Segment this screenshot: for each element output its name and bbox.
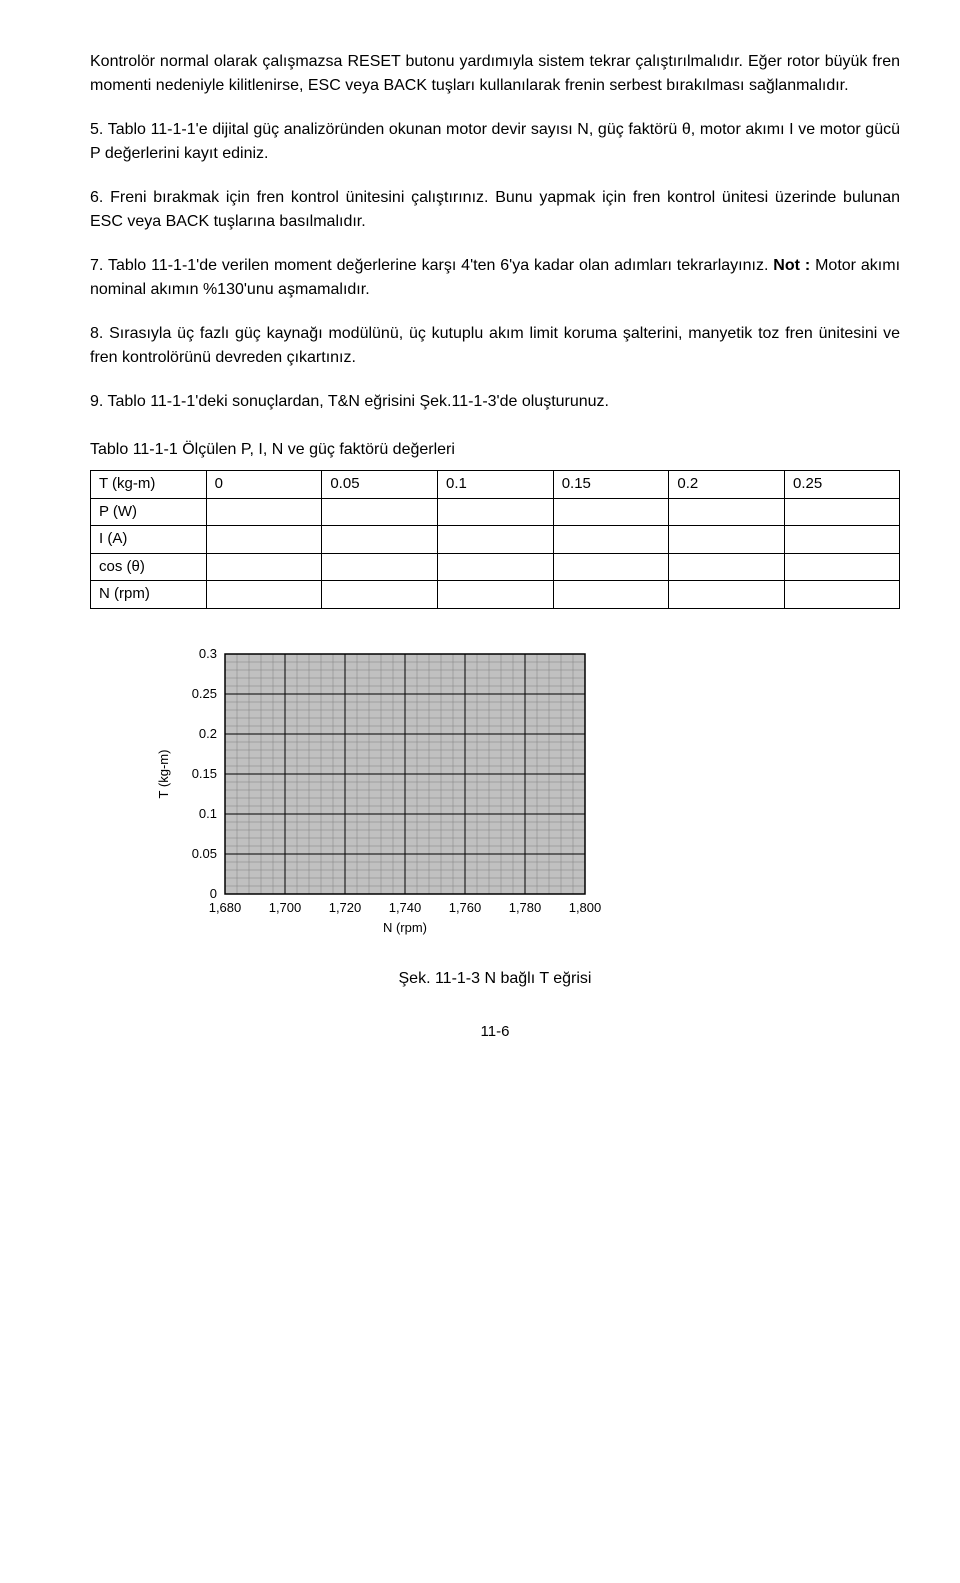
svg-text:0: 0 [210, 886, 217, 901]
table-row: I (A) [91, 526, 900, 554]
svg-text:0.3: 0.3 [199, 646, 217, 661]
paragraph-step-8: 8. Sırasıyla üç fazlı güç kaynağı modülü… [90, 322, 900, 370]
page-number: 11-6 [90, 1021, 900, 1044]
table-cell: 0.15 [553, 471, 669, 499]
table-cell [785, 526, 900, 554]
svg-text:1,760: 1,760 [449, 900, 482, 915]
step-7-text-a: 7. Tablo 11-1-1'de verilen moment değerl… [90, 257, 773, 274]
row-label: P (W) [91, 498, 207, 526]
table-cell: 0.05 [322, 471, 438, 499]
svg-text:0.25: 0.25 [192, 686, 217, 701]
svg-text:0.15: 0.15 [192, 766, 217, 781]
table-cell [553, 498, 669, 526]
data-table: T (kg-m) 0 0.05 0.1 0.15 0.2 0.25 P (W) … [90, 470, 900, 609]
table-cell [553, 581, 669, 609]
table-cell: 0 [206, 471, 322, 499]
table-cell: 0.1 [438, 471, 554, 499]
svg-text:0.1: 0.1 [199, 806, 217, 821]
table-row: P (W) [91, 498, 900, 526]
table-cell [785, 553, 900, 581]
table-cell [322, 553, 438, 581]
svg-text:1,700: 1,700 [269, 900, 302, 915]
table-cell [669, 581, 785, 609]
note-label: Not : [773, 257, 815, 274]
table-cell [206, 526, 322, 554]
table-cell [322, 498, 438, 526]
paragraph-step-5: 5. Tablo 11-1-1'e dijital güç analizörün… [90, 118, 900, 166]
svg-text:1,680: 1,680 [209, 900, 242, 915]
tn-chart: 0 0.05 0.1 0.15 0.2 0.25 0.3 1,680 1,700 1,720 1,7… [150, 639, 610, 939]
table-cell [206, 553, 322, 581]
paragraph-intro: Kontrolör normal olarak çalışmazsa RESET… [90, 50, 900, 98]
svg-text:0.05: 0.05 [192, 846, 217, 861]
paragraph-step-9: 9. Tablo 11-1-1'deki sonuçlardan, T&N eğ… [90, 390, 900, 414]
row-label: T (kg-m) [91, 471, 207, 499]
svg-text:T (kg-m): T (kg-m) [156, 749, 171, 798]
svg-text:0.2: 0.2 [199, 726, 217, 741]
svg-text:1,780: 1,780 [509, 900, 542, 915]
table-cell [669, 526, 785, 554]
row-label: N (rpm) [91, 581, 207, 609]
table-row: cos (θ) [91, 553, 900, 581]
table-cell [669, 498, 785, 526]
table-cell [206, 581, 322, 609]
table-cell [553, 553, 669, 581]
svg-text:1,800: 1,800 [569, 900, 602, 915]
table-cell [322, 581, 438, 609]
table-cell [438, 581, 554, 609]
table-cell [553, 526, 669, 554]
table-cell [438, 498, 554, 526]
svg-text:1,720: 1,720 [329, 900, 362, 915]
paragraph-step-7: 7. Tablo 11-1-1'de verilen moment değerl… [90, 254, 900, 302]
table-cell: 0.25 [785, 471, 900, 499]
chart-container: 0 0.05 0.1 0.15 0.2 0.25 0.3 1,680 1,700 1,720 1,7… [150, 639, 900, 947]
table-caption: Tablo 11-1-1 Ölçülen P, I, N ve güç fakt… [90, 438, 900, 462]
table-cell [438, 553, 554, 581]
row-label: I (A) [91, 526, 207, 554]
table-cell [785, 581, 900, 609]
chart-caption: Şek. 11-1-3 N bağlı T eğrisi [90, 967, 900, 991]
table-cell [206, 498, 322, 526]
svg-text:1,740: 1,740 [389, 900, 422, 915]
table-cell [669, 553, 785, 581]
table-cell [438, 526, 554, 554]
row-label: cos (θ) [91, 553, 207, 581]
table-cell: 0.2 [669, 471, 785, 499]
table-cell [322, 526, 438, 554]
paragraph-step-6: 6. Freni bırakmak için fren kontrol ünit… [90, 186, 900, 234]
table-row: N (rpm) [91, 581, 900, 609]
svg-text:N (rpm): N (rpm) [383, 920, 427, 935]
table-cell [785, 498, 900, 526]
table-row: T (kg-m) 0 0.05 0.1 0.15 0.2 0.25 [91, 471, 900, 499]
